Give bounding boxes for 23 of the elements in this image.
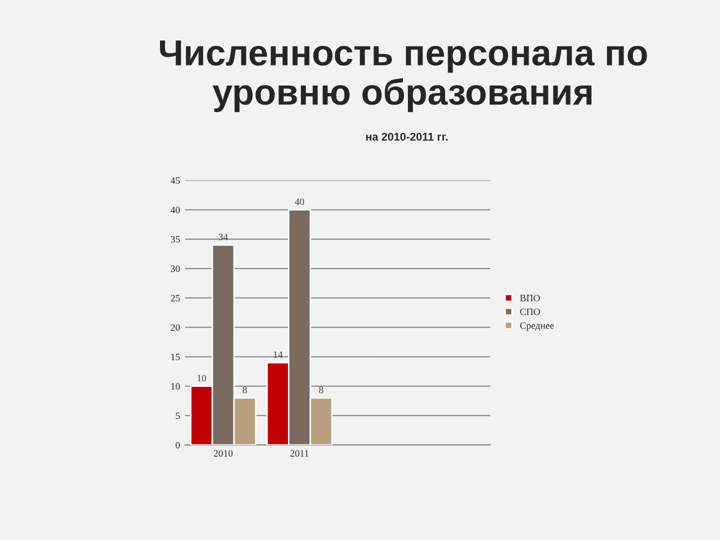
y-tick-label: 5 bbox=[176, 412, 180, 420]
y-tick-label: 0 bbox=[176, 442, 180, 448]
chart-subtitle: на 2010-2011 гг. bbox=[366, 132, 448, 141]
y-tick-label: 45 bbox=[170, 177, 180, 184]
y-tick-label: 25 bbox=[170, 294, 180, 302]
data-label: 34 bbox=[218, 234, 228, 240]
data-label: 8 bbox=[319, 386, 324, 394]
y-tick-label: 15 bbox=[171, 354, 180, 360]
x-tick-label: 2010 bbox=[214, 450, 233, 457]
y-tick-label: 40 bbox=[170, 206, 180, 214]
y-tick-label: 20 bbox=[170, 324, 180, 331]
legend-label: СПО bbox=[520, 308, 540, 316]
x-tick-label: 2011 bbox=[290, 450, 308, 457]
y-tick-label: 30 bbox=[170, 265, 180, 272]
data-label: 14 bbox=[274, 351, 283, 358]
data-label: 10 bbox=[198, 374, 206, 382]
chart-title: Численность персонала по уровню образования bbox=[160, 40, 647, 112]
y-tick-label: 35 bbox=[170, 236, 180, 243]
legend-label: Среднее bbox=[520, 322, 554, 331]
data-label: 40 bbox=[294, 198, 304, 206]
data-label: 8 bbox=[242, 386, 247, 394]
legend-label: ВПО bbox=[520, 294, 540, 302]
y-tick-label: 10 bbox=[171, 383, 180, 390]
